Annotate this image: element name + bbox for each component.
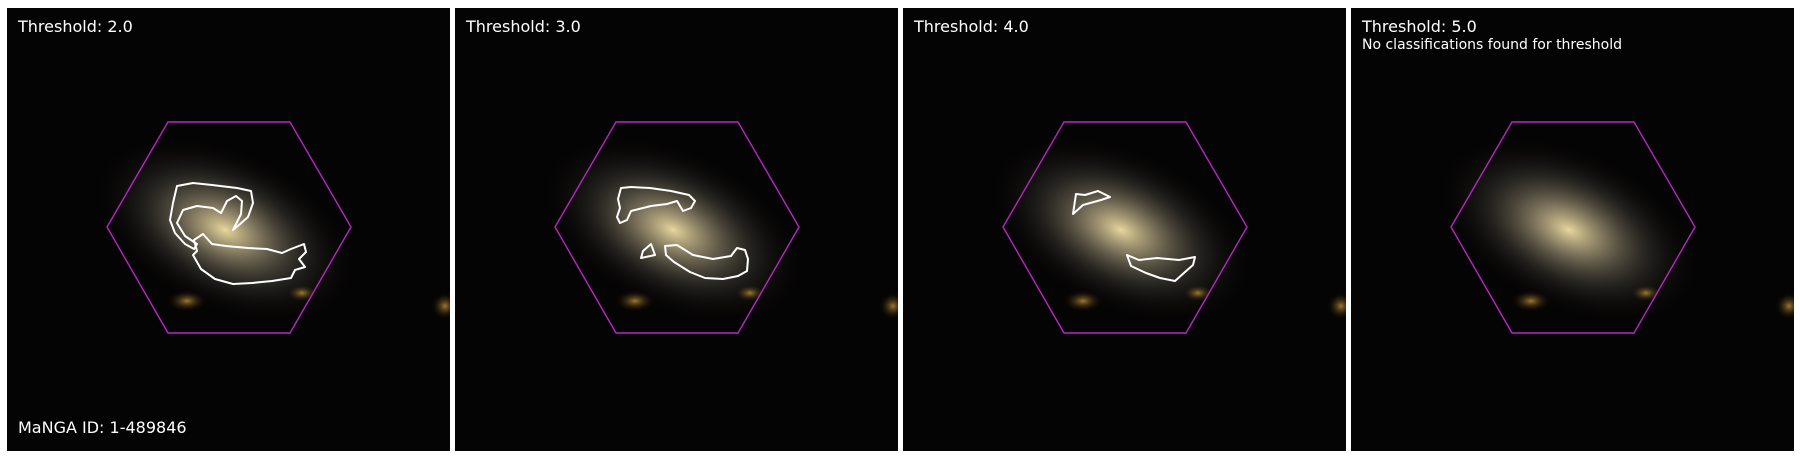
star-blob bbox=[1775, 292, 1794, 320]
contour bbox=[664, 244, 749, 280]
star-blob bbox=[1327, 292, 1346, 320]
ifu-hexagon bbox=[1450, 121, 1696, 334]
panel-title: Threshold: 4.0 bbox=[914, 17, 1029, 36]
ifu-hexagon bbox=[106, 121, 352, 334]
ifu-hexagon bbox=[1002, 121, 1248, 334]
contour bbox=[1126, 254, 1196, 282]
star-blob bbox=[879, 292, 898, 320]
galaxy-image bbox=[93, 121, 450, 334]
galaxy-glow bbox=[93, 136, 357, 324]
contour bbox=[192, 233, 307, 285]
galaxy-image bbox=[989, 121, 1346, 334]
panel-title: Threshold: 2.0 bbox=[18, 17, 133, 36]
contour bbox=[1072, 190, 1111, 215]
panel-title: Threshold: 5.0 bbox=[1362, 17, 1477, 36]
galaxy-glow bbox=[989, 136, 1253, 324]
galaxy-glow bbox=[1437, 136, 1701, 324]
star-blob bbox=[615, 290, 655, 312]
star-blob bbox=[1511, 290, 1551, 312]
galaxy-image bbox=[1437, 121, 1794, 334]
contour bbox=[616, 186, 696, 224]
panel-title: Threshold: 3.0 bbox=[466, 17, 581, 36]
star-blob bbox=[431, 292, 450, 320]
panel-threshold-4: Threshold: 4.0 bbox=[903, 8, 1346, 451]
no-classification-note: No classifications found for threshold bbox=[1362, 37, 1622, 53]
ifu-hexagon bbox=[554, 121, 800, 334]
contour bbox=[169, 182, 254, 250]
galaxy-image bbox=[541, 121, 898, 334]
manga-id-label: MaNGA ID: 1-489846 bbox=[18, 418, 187, 437]
panel-threshold-5: Threshold: 5.0 No classifications found … bbox=[1351, 8, 1794, 451]
star-blob bbox=[1063, 290, 1103, 312]
panel-threshold-2: Threshold: 2.0 MaNGA ID: 1-489846 bbox=[7, 8, 450, 451]
panel-threshold-3: Threshold: 3.0 bbox=[455, 8, 898, 451]
galaxy-glow bbox=[541, 136, 805, 324]
contour bbox=[640, 243, 656, 259]
star-blob bbox=[167, 290, 207, 312]
